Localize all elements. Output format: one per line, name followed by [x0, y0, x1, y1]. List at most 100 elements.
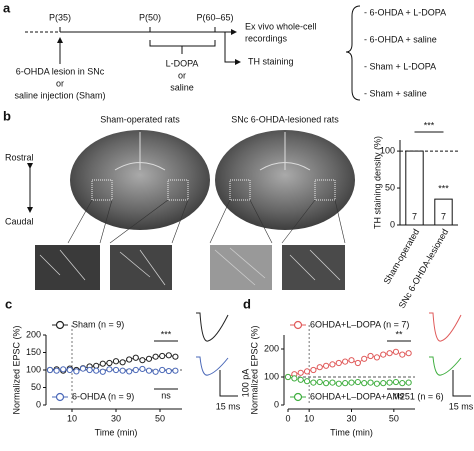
data-point [373, 354, 380, 361]
image-title: SNc 6-OHDA-lesioned rats [231, 114, 339, 124]
timepoint: P(35) [49, 12, 71, 22]
group: - Sham + L-DOPA [364, 61, 436, 71]
x-tick-label: 10 [304, 413, 314, 423]
x-tick-label: 50 [389, 413, 399, 423]
zoom-texture [39, 247, 341, 286]
data-point [145, 367, 153, 374]
data-point [152, 368, 159, 375]
data-point [405, 350, 412, 357]
data-point [126, 368, 133, 375]
data-point [126, 356, 133, 363]
zoom-box [167, 179, 189, 201]
data-point [66, 366, 73, 374]
data-point [139, 365, 146, 373]
zoom-box [91, 179, 113, 201]
data-point [303, 368, 311, 375]
data-point [335, 380, 342, 387]
treatment-bracket [149, 40, 216, 47]
x-tick-label: 50 [155, 413, 165, 423]
data-point [159, 366, 166, 374]
data-point [99, 368, 106, 375]
data-point [316, 378, 323, 386]
panel-label: d [243, 296, 251, 311]
scale-bar [219, 370, 238, 397]
data-point [172, 367, 179, 374]
data-point [354, 378, 361, 386]
annotation: *** [438, 184, 449, 194]
data-point [93, 367, 100, 374]
data-point [291, 375, 298, 382]
legend-marker [293, 392, 303, 402]
sample-trace [196, 312, 229, 342]
n-label: 7 [412, 211, 417, 221]
data-point [303, 378, 311, 385]
data-point [159, 352, 166, 360]
data-point [132, 366, 139, 374]
x-tick-label: 10 [67, 413, 77, 423]
data-point [392, 348, 400, 355]
annotation: *** [161, 329, 172, 339]
data-point [399, 380, 406, 387]
y-tick-label: 200 [264, 343, 279, 353]
legend-label: 6OHDA+L–DOPA+AM251 (n = 6) [310, 391, 444, 401]
data-point [112, 358, 120, 365]
data-point [354, 359, 361, 367]
group: - Sham + saline [364, 88, 427, 98]
data-point [172, 353, 179, 360]
data-point [132, 354, 139, 361]
sample-trace [429, 312, 462, 342]
y-tick-label: 100 [26, 364, 41, 374]
bar [434, 198, 453, 226]
data-point [342, 380, 349, 387]
data-point [112, 366, 120, 374]
data-point [348, 379, 355, 386]
brain-image [70, 130, 210, 230]
data-point [348, 357, 355, 364]
data-point [165, 367, 172, 375]
panel-label: a [3, 0, 11, 15]
data-point [310, 366, 317, 374]
brain-detail [114, 132, 311, 171]
treatment-text: L-DOPA [166, 58, 199, 68]
data-point [297, 369, 304, 376]
y-axis-label: Normalized EPSC (%) [11, 325, 21, 414]
data-point [329, 379, 336, 386]
annotation: ns [394, 390, 404, 400]
legend-marker [55, 392, 65, 402]
brain-image [215, 130, 355, 230]
data-point [119, 359, 126, 366]
timepoint: P(60–65) [196, 12, 233, 22]
x-axis-label: Time (min) [330, 427, 373, 437]
zoom-image [35, 245, 100, 290]
legend-marker [55, 320, 65, 330]
y-tick-label: 200 [26, 329, 41, 339]
data-point [86, 366, 93, 374]
data-point [405, 379, 412, 386]
y-tick-label: 0 [390, 219, 395, 229]
data-point [367, 352, 374, 360]
data-point [392, 378, 400, 386]
data-point [399, 351, 406, 358]
annotation: ns [161, 390, 171, 400]
data-point [329, 361, 336, 368]
data-point [386, 350, 393, 357]
y-tick-label: 50 [31, 382, 41, 392]
annotation: *** [424, 120, 435, 130]
data-point [46, 366, 54, 374]
n-label: 7 [441, 211, 446, 221]
y-tick-label: 100 [380, 145, 395, 155]
data-point [386, 379, 393, 386]
x-tick-label: 30 [111, 413, 121, 423]
axis-label: Caudal [5, 216, 34, 226]
data-point [106, 359, 113, 367]
y-tick-label: 50 [385, 182, 395, 192]
scale-label: 15 ms [216, 401, 241, 411]
recording-text: Ex vivo whole-cell [245, 21, 317, 31]
image-title: Sham-operated rats [100, 114, 180, 124]
sample-trace [429, 356, 462, 376]
legend-label: 6-OHDA (n = 9) [72, 391, 134, 401]
data-point [53, 367, 60, 374]
treatment-text: saline [170, 82, 194, 92]
y-axis-label: Normalized EPSC (%) [249, 325, 259, 414]
